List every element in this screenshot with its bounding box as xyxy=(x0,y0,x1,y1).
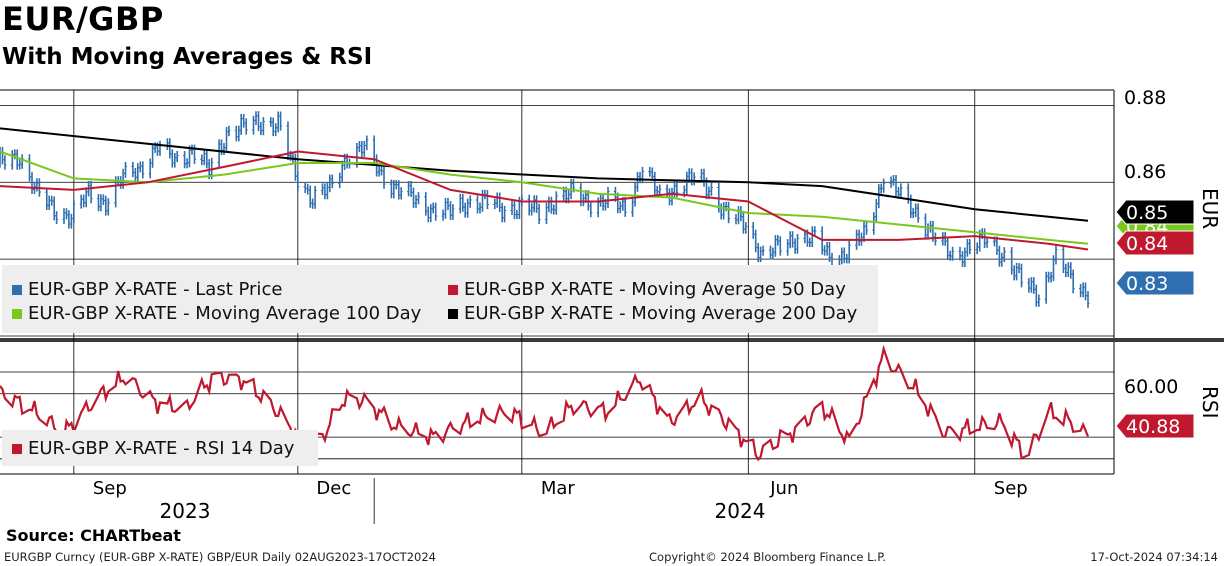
month-tick-label: Jun xyxy=(769,478,798,499)
panel-divider xyxy=(0,338,1224,342)
legend-label-ma50: EUR-GBP X-RATE - Moving Average 50 Day xyxy=(464,279,846,300)
legend-item-last-price: EUR-GBP X-RATE - Last Price xyxy=(12,279,282,300)
ma50-value-tag: 0.84 xyxy=(1115,230,1195,256)
legend-item-rsi: EUR-GBP X-RATE - RSI 14 Day xyxy=(12,438,294,459)
legend-item-ma200: EUR-GBP X-RATE - Moving Average 200 Day xyxy=(448,303,857,324)
chart-subtitle: With Moving Averages & RSI xyxy=(2,44,373,70)
month-tick-label: Sep xyxy=(994,478,1028,499)
month-tick-label: Dec xyxy=(316,478,351,499)
legend-item-ma100: EUR-GBP X-RATE - Moving Average 100 Day xyxy=(12,303,421,324)
timestamp: 17-Oct-2024 07:34:14 xyxy=(1090,550,1218,564)
chart-title: EUR/GBP xyxy=(2,0,164,38)
legend-item-ma50: EUR-GBP X-RATE - Moving Average 50 Day xyxy=(448,279,846,300)
legend-swatch-rsi xyxy=(12,444,22,454)
last-price-value-tag-text: 0.83 xyxy=(1126,273,1168,295)
rsi-value-tag-text: 40.88 xyxy=(1126,416,1180,438)
rsi-axis-unit: RSI xyxy=(1198,386,1222,419)
price-tick-label: 0.88 xyxy=(1124,87,1166,109)
month-tick-label: Sep xyxy=(93,478,127,499)
price-tick-label: 0.86 xyxy=(1124,161,1166,183)
price-axis-unit: EUR xyxy=(1198,188,1222,230)
legend-label-last-price: EUR-GBP X-RATE - Last Price xyxy=(28,279,283,300)
legend-swatch-ma50 xyxy=(448,285,458,295)
source-label: Source: CHARTbeat xyxy=(6,526,181,545)
ma200-value-tag-bg xyxy=(1115,199,1195,225)
rsi-value-tag-bg xyxy=(1115,413,1195,439)
rsi-legend: EUR-GBP X-RATE - RSI 14 Day xyxy=(2,430,318,466)
year-label-2023: 2023 xyxy=(160,499,211,523)
legend-swatch-last-price xyxy=(12,285,22,295)
ticker-info: EURGBP Curncy (EUR-GBP X-RATE) GBP/EUR D… xyxy=(4,550,436,564)
year-label-2024: 2024 xyxy=(715,499,766,523)
rsi-tick-label: 60.00 xyxy=(1124,376,1178,398)
legend-swatch-ma100 xyxy=(12,309,22,319)
ma200-value-tag-text: 0.85 xyxy=(1126,202,1168,224)
ma200-line xyxy=(0,127,1089,222)
rsi-value-tag: 40.88 xyxy=(1115,413,1195,439)
ma50-value-tag-text: 0.84 xyxy=(1126,233,1168,255)
legend-label-ma200: EUR-GBP X-RATE - Moving Average 200 Day xyxy=(464,303,858,324)
month-tick-label: Mar xyxy=(541,478,576,499)
ma50-value-tag-bg xyxy=(1115,230,1195,256)
rsi-line xyxy=(0,344,1090,462)
ma100-line xyxy=(0,150,1089,245)
legend-swatch-ma200 xyxy=(448,309,458,319)
ma50-line xyxy=(0,150,1089,251)
legend-label-ma100: EUR-GBP X-RATE - Moving Average 100 Day xyxy=(28,303,422,324)
copyright: Copyright© 2024 Bloomberg Finance L.P. xyxy=(649,550,886,564)
price-legend: EUR-GBP X-RATE - Last Price EUR-GBP X-RA… xyxy=(2,265,878,333)
ma200-value-tag: 0.85 xyxy=(1115,199,1195,225)
last-price-value-tag-bg xyxy=(1115,270,1195,296)
legend-label-rsi: EUR-GBP X-RATE - RSI 14 Day xyxy=(28,438,295,459)
last-price-value-tag: 0.83 xyxy=(1115,270,1195,296)
